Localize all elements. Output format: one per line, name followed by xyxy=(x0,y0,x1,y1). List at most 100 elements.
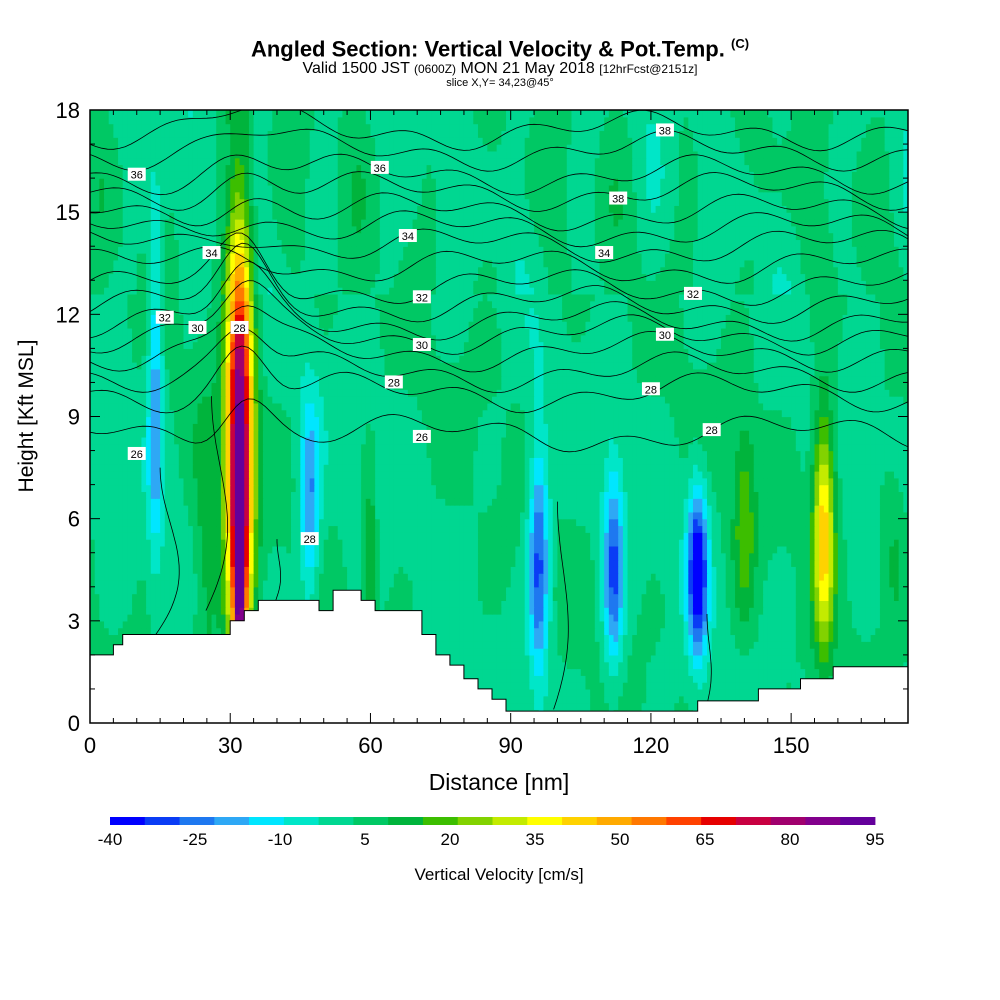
velocity-cell xyxy=(132,559,138,567)
velocity-cell xyxy=(543,579,549,588)
velocity-cell xyxy=(426,586,432,595)
velocity-cell xyxy=(730,682,736,690)
velocity-cell xyxy=(225,532,231,540)
velocity-cell xyxy=(889,634,895,642)
velocity-cell xyxy=(669,620,675,629)
velocity-cell xyxy=(351,566,358,574)
velocity-cell xyxy=(576,627,582,636)
velocity-cell xyxy=(323,559,329,567)
velocity-cell xyxy=(421,586,428,595)
velocity-cell xyxy=(253,593,259,601)
velocity-cell xyxy=(449,566,456,574)
velocity-cell xyxy=(206,593,213,601)
velocity-cell xyxy=(440,607,446,615)
velocity-cell xyxy=(520,579,526,588)
velocity-cell xyxy=(272,593,278,601)
velocity-cell xyxy=(136,559,143,567)
velocity-cell xyxy=(721,532,727,540)
velocity-cell xyxy=(104,532,110,540)
velocity-cell xyxy=(183,573,189,581)
velocity-cell xyxy=(216,545,222,554)
velocity-cell xyxy=(562,586,568,595)
velocity-cell xyxy=(604,573,610,581)
velocity-cell xyxy=(678,600,685,608)
velocity-cell xyxy=(627,682,633,690)
velocity-cell xyxy=(669,702,675,710)
velocity-cell xyxy=(786,600,792,608)
velocity-cell xyxy=(487,593,493,601)
velocity-cell xyxy=(664,695,671,704)
velocity-cell xyxy=(155,566,161,574)
velocity-cell xyxy=(688,620,694,629)
velocity-cell xyxy=(674,695,680,704)
velocity-cell xyxy=(753,620,760,629)
velocity-cell xyxy=(524,573,530,581)
velocity-cell xyxy=(146,552,152,561)
velocity-cell xyxy=(618,552,624,561)
velocity-cell xyxy=(608,579,615,588)
velocity-cell xyxy=(735,614,741,622)
velocity-cell xyxy=(697,552,703,561)
velocity-cell xyxy=(496,688,502,697)
velocity-cell xyxy=(664,641,671,649)
velocity-cell xyxy=(506,695,512,704)
velocity-cell xyxy=(837,579,844,588)
velocity-cell xyxy=(473,600,479,608)
velocity-cell xyxy=(678,586,685,595)
velocity-cell xyxy=(721,648,727,656)
velocity-cell xyxy=(384,600,390,608)
velocity-cell xyxy=(468,545,474,554)
velocity-cell xyxy=(520,627,526,636)
velocity-cell xyxy=(557,607,563,615)
velocity-cell xyxy=(842,661,848,670)
velocity-cell xyxy=(777,668,783,676)
velocity-cell xyxy=(674,607,680,615)
velocity-cell xyxy=(697,559,703,567)
velocity-cell xyxy=(548,566,554,574)
velocity-cell xyxy=(730,552,736,561)
velocity-cell xyxy=(562,682,568,690)
velocity-cell xyxy=(314,545,320,554)
velocity-cell xyxy=(707,566,713,574)
velocity-cell xyxy=(300,593,306,601)
velocity-cell xyxy=(510,539,516,547)
velocity-cell xyxy=(683,654,689,663)
velocity-cell xyxy=(529,607,535,615)
velocity-cell xyxy=(122,573,128,581)
velocity-cell xyxy=(669,532,675,540)
velocity-cell xyxy=(113,627,119,636)
velocity-cell xyxy=(786,620,792,629)
velocity-cell xyxy=(735,607,741,615)
velocity-cell xyxy=(389,586,395,595)
velocity-cell xyxy=(805,552,811,561)
velocity-cell xyxy=(716,682,722,690)
velocity-cell xyxy=(875,552,881,561)
velocity-cell xyxy=(99,620,105,629)
velocity-cell xyxy=(202,614,208,622)
velocity-cell xyxy=(197,600,203,608)
velocity-cell xyxy=(580,600,587,608)
velocity-cell xyxy=(632,579,638,588)
velocity-cell xyxy=(220,620,227,629)
velocity-cell xyxy=(290,586,297,595)
velocity-cell xyxy=(440,600,446,608)
velocity-cell xyxy=(529,668,535,676)
velocity-cell xyxy=(669,682,675,690)
velocity-cell xyxy=(622,607,629,615)
velocity-cell xyxy=(772,614,778,622)
velocity-cell xyxy=(879,566,886,574)
velocity-cell xyxy=(650,648,657,656)
velocity-cell xyxy=(730,627,736,636)
velocity-cell xyxy=(683,593,689,601)
velocity-cell xyxy=(884,627,890,636)
velocity-cell xyxy=(393,552,400,561)
velocity-cell xyxy=(566,600,573,608)
velocity-cell xyxy=(735,579,741,588)
velocity-cell xyxy=(664,702,671,710)
velocity-cell xyxy=(674,675,680,683)
velocity-cell xyxy=(777,620,783,629)
velocity-cell xyxy=(814,566,820,574)
velocity-cell xyxy=(90,614,96,622)
velocity-cell xyxy=(174,607,180,615)
velocity-cell xyxy=(267,545,273,554)
